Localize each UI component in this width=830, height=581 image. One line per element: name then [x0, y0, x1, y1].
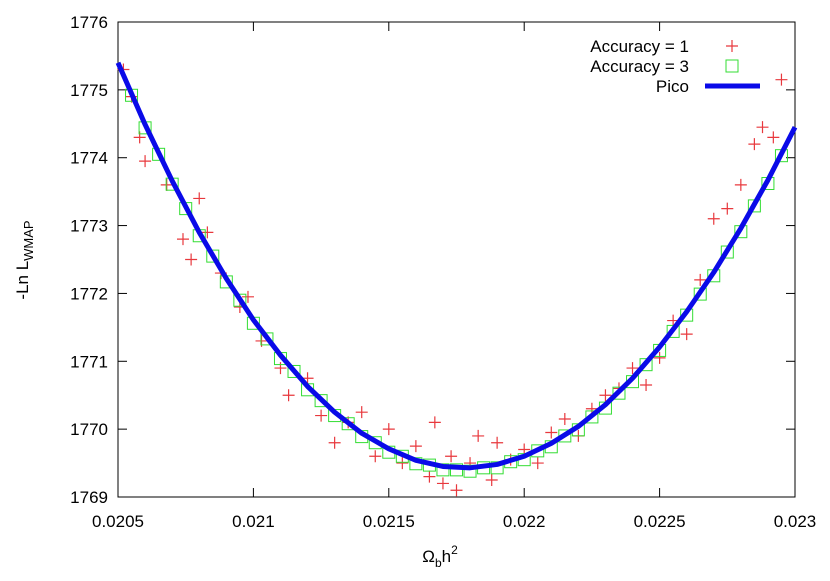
point [185, 253, 198, 266]
point [639, 358, 653, 372]
point [315, 409, 328, 422]
x-axis-label: Ωbh2 [422, 543, 458, 570]
point [680, 328, 693, 341]
x-tick-label: 0.021 [232, 512, 275, 531]
legend-label: Accuracy = 1 [590, 37, 689, 56]
point [599, 389, 612, 402]
point [206, 249, 220, 263]
y-axis-label: -Ln LWMAP [13, 220, 36, 299]
x-tick-label: 0.0215 [363, 512, 415, 531]
point [355, 406, 368, 419]
point [287, 364, 301, 378]
y-tick-label: 1776 [70, 13, 108, 32]
point [176, 233, 189, 246]
point [626, 362, 639, 375]
y-tick-label: 1773 [70, 217, 108, 236]
plot-frame [117, 21, 796, 498]
point [707, 212, 720, 225]
y-tick-label: 1769 [70, 488, 108, 507]
x-tick-label: 0.0225 [634, 512, 686, 531]
point [274, 362, 287, 375]
point [491, 436, 504, 449]
point [409, 440, 422, 453]
point [721, 202, 734, 215]
point [653, 351, 666, 364]
point [341, 417, 355, 431]
x-label-sup: 2 [451, 543, 458, 557]
y-tick-label: 1775 [70, 81, 108, 100]
line [115, 61, 798, 471]
point [201, 226, 214, 239]
point [193, 192, 206, 205]
point [436, 463, 450, 477]
x-label-sub: b [435, 556, 442, 570]
legend-symbol [725, 59, 739, 73]
point [314, 394, 328, 408]
point [767, 131, 780, 144]
point [328, 436, 341, 449]
point [694, 273, 707, 286]
y-label-part: -Ln L [13, 261, 32, 300]
x-tick-label: 0.023 [774, 512, 817, 531]
y-tick-label: 1774 [70, 149, 108, 168]
point [260, 332, 274, 346]
point [756, 121, 769, 134]
y-tick-label: 1770 [70, 420, 108, 439]
legend-symbol [726, 40, 738, 52]
x-tick-label: 0.0205 [92, 512, 144, 531]
point [734, 178, 747, 191]
point [748, 138, 761, 151]
point [241, 290, 254, 303]
x-label-part: Ω [422, 547, 435, 566]
y-label-sub: WMAP [21, 220, 36, 260]
x-tick-label: 0.022 [503, 512, 546, 531]
y-tick-label: 1771 [70, 352, 108, 371]
x-label-part: h [442, 547, 451, 566]
point [445, 450, 458, 463]
point [382, 423, 395, 436]
point [436, 477, 449, 490]
point [640, 379, 653, 392]
legend-label: Accuracy = 3 [590, 57, 689, 76]
point [531, 457, 544, 470]
point [369, 450, 382, 463]
point [585, 410, 599, 424]
point [450, 484, 463, 497]
y-tick-label: 1772 [70, 284, 108, 303]
point [612, 386, 626, 400]
point [545, 426, 558, 439]
point [423, 470, 436, 483]
point [139, 155, 152, 168]
point [233, 293, 247, 307]
point [485, 474, 498, 487]
point [160, 178, 173, 191]
point [133, 131, 146, 144]
point [463, 464, 477, 478]
point [472, 429, 485, 442]
point [775, 73, 788, 86]
point [558, 412, 571, 425]
point [282, 389, 295, 402]
point [428, 416, 441, 429]
legend-label: Pico [656, 77, 689, 96]
point [396, 457, 409, 470]
